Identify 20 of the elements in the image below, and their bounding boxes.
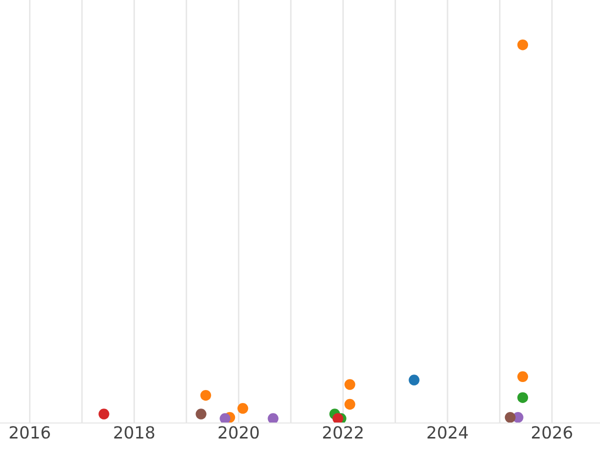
- point: [98, 408, 110, 420]
- x-tick-label: 2022: [323, 426, 363, 439]
- point: [344, 379, 356, 390]
- point: [504, 412, 516, 423]
- point: [237, 403, 248, 414]
- point: [200, 390, 212, 401]
- x-tick-label: 2018: [114, 426, 154, 439]
- point: [517, 392, 528, 403]
- point: [332, 413, 344, 423]
- point: [268, 413, 278, 423]
- x-tick-label: 2026: [532, 426, 572, 439]
- point: [196, 408, 206, 420]
- point: [517, 371, 528, 382]
- point: [517, 39, 528, 50]
- x-tick-label: 2020: [218, 426, 259, 439]
- point: [220, 413, 230, 423]
- point: [344, 398, 356, 410]
- x-tick-label: 2024: [428, 426, 468, 439]
- x-tick-label: 2016: [10, 426, 50, 439]
- point: [408, 374, 420, 386]
